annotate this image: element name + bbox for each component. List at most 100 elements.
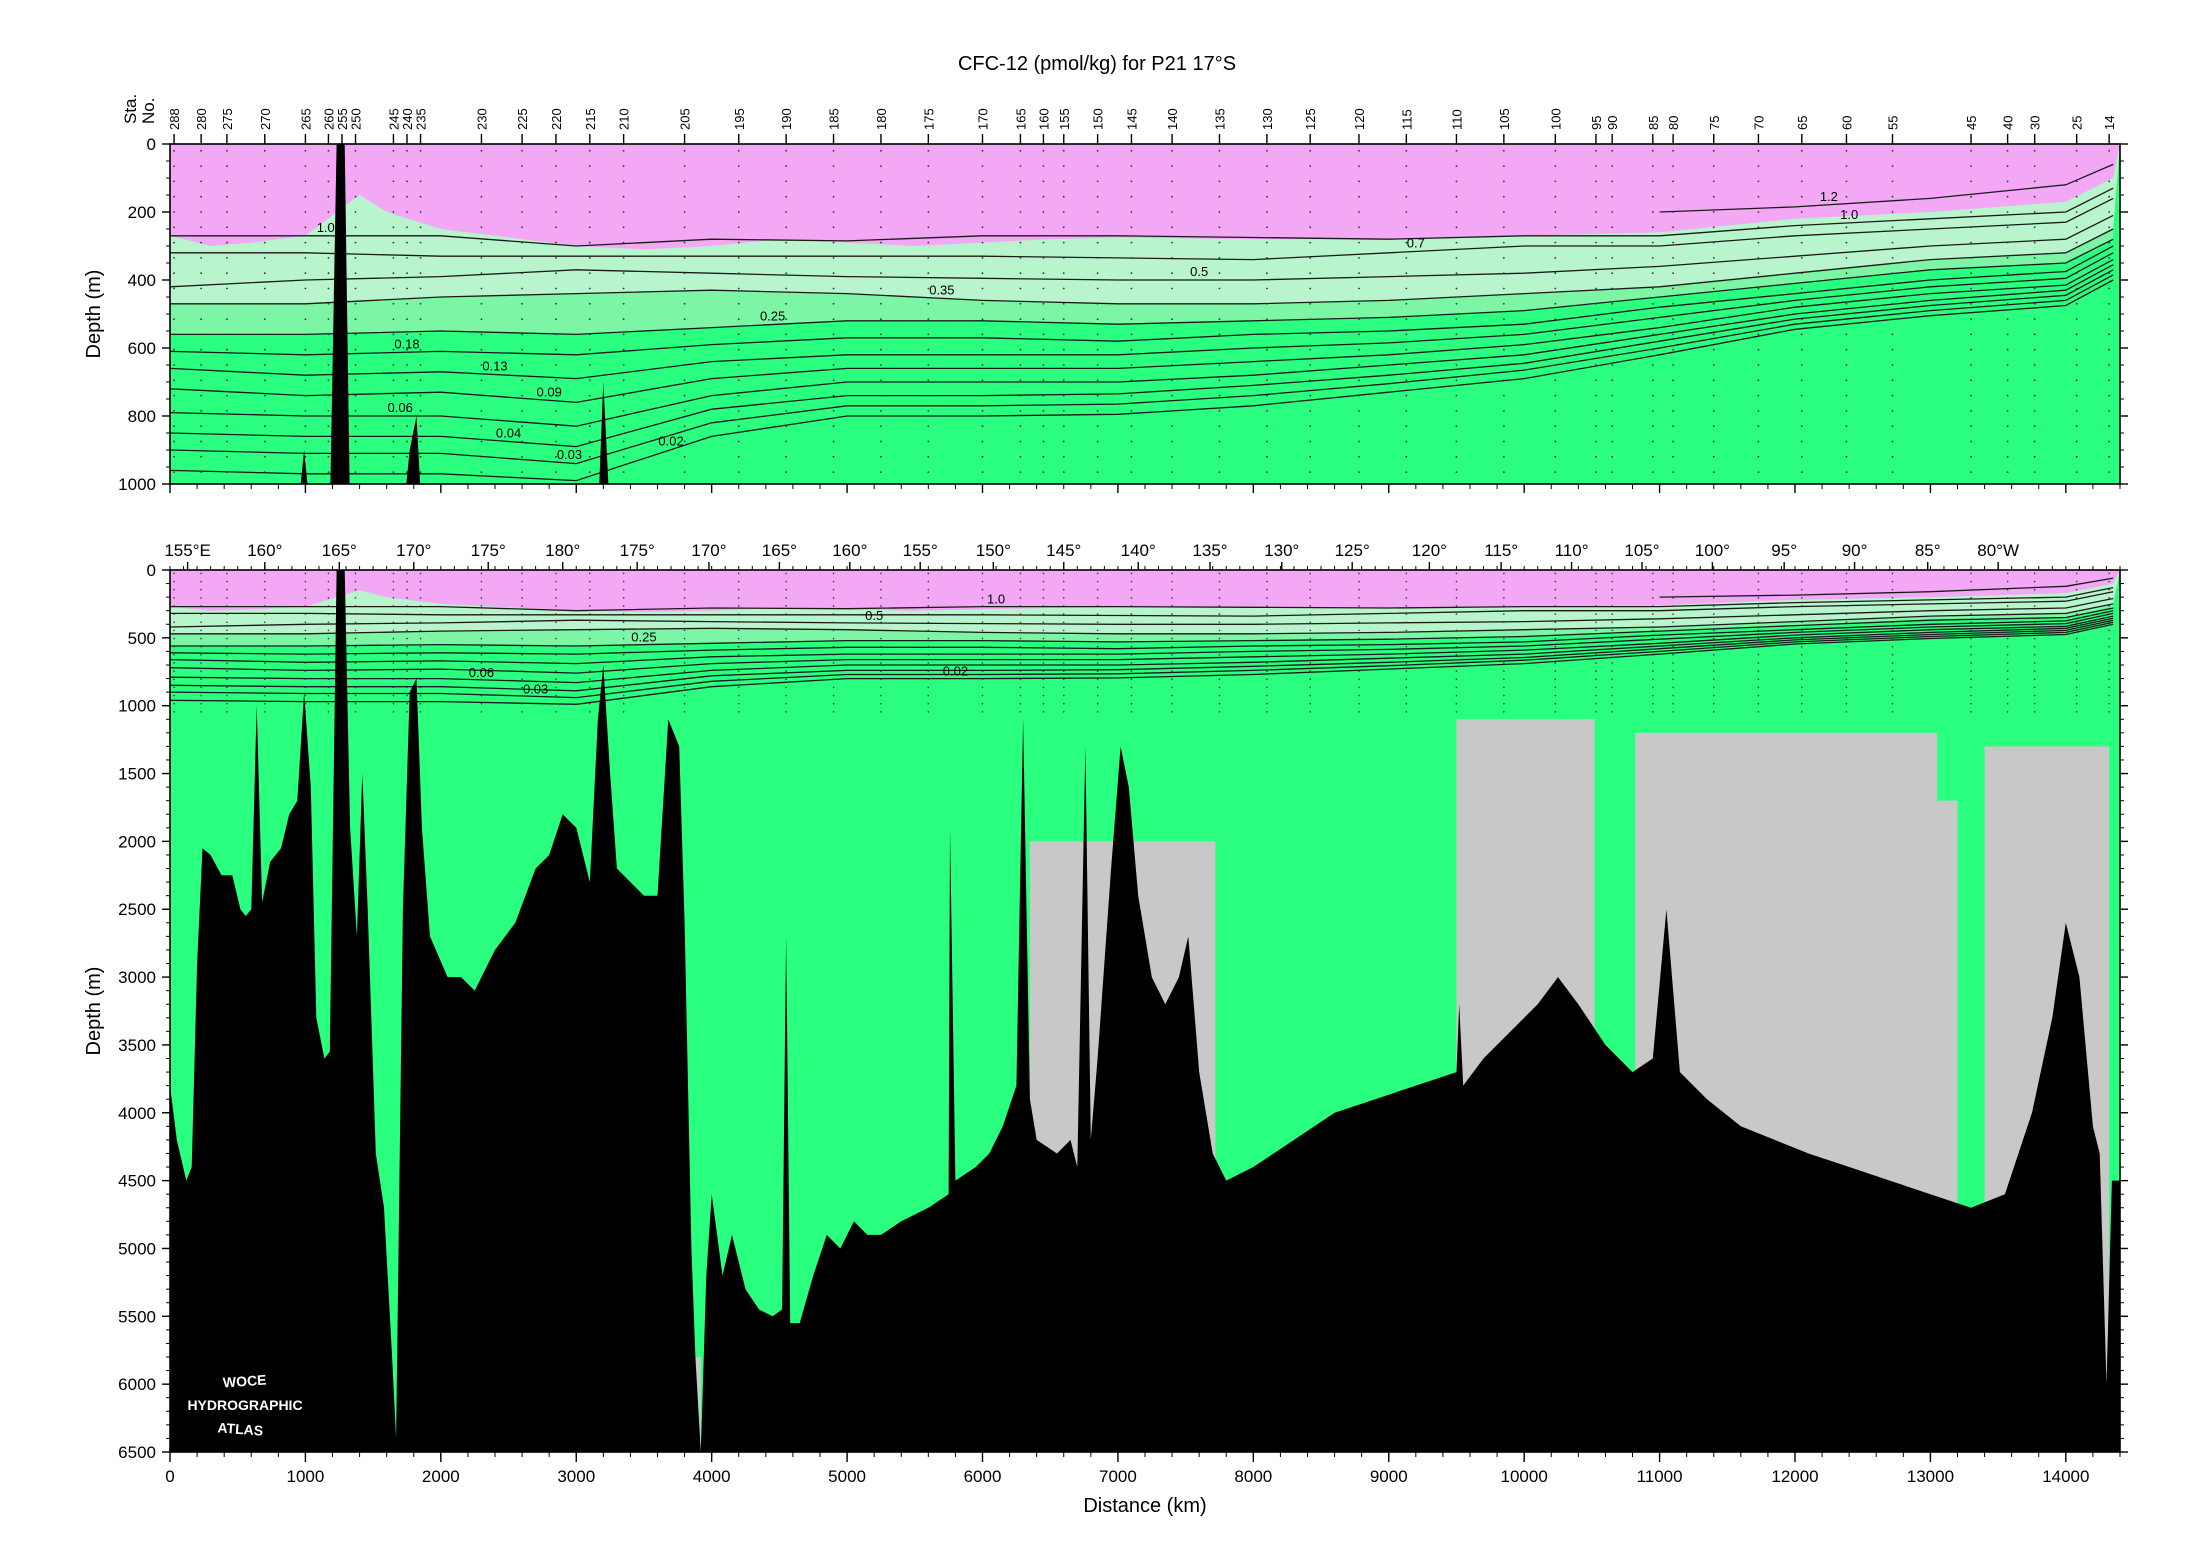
- sample-dot: [622, 694, 625, 697]
- sample-dot: [1405, 455, 1408, 458]
- sample-dot: [785, 637, 787, 640]
- sample-dot: [1800, 588, 1803, 591]
- sample-dot: [419, 440, 422, 443]
- sample-dot: [354, 654, 357, 656]
- magenta-surface-layer: [170, 144, 2120, 250]
- sample-dot: [1672, 180, 1675, 183]
- sample-dot: [327, 588, 330, 591]
- sample-dot: [785, 710, 787, 713]
- sample-dot: [1800, 333, 1803, 336]
- sample-dot: [1405, 613, 1408, 615]
- sample-dot: [263, 241, 266, 244]
- sample-dot: [1358, 686, 1360, 689]
- sample-dot: [392, 302, 395, 305]
- sample-dot: [1358, 180, 1360, 183]
- sample-dot: [1019, 364, 1022, 366]
- sample-dot: [1891, 702, 1894, 705]
- sample-dot: [588, 410, 591, 412]
- sample-dot: [2075, 394, 2078, 397]
- sample-dot: [1845, 637, 1848, 640]
- sample-dot: [2075, 694, 2078, 697]
- sample-dot: [832, 348, 835, 351]
- sample-dot: [1455, 394, 1458, 397]
- sample-dot: [683, 580, 686, 583]
- sample-dot: [226, 605, 228, 607]
- sample-dot: [1309, 621, 1312, 624]
- sample-dot: [354, 702, 357, 705]
- sample-dot: [1800, 226, 1803, 229]
- sample-dot: [1611, 645, 1613, 648]
- sample-dot: [200, 572, 202, 575]
- sample-dot: [1019, 621, 1022, 624]
- upper-contour-label: 0.35: [929, 282, 954, 297]
- sample-dot: [1757, 645, 1760, 648]
- sample-dot: [2033, 272, 2036, 275]
- sample-dot: [1554, 394, 1557, 397]
- sample-dot: [1712, 471, 1715, 473]
- sample-dot: [1309, 597, 1312, 599]
- sample-dot: [737, 572, 740, 575]
- upper-contour-label: 1.0: [1840, 207, 1858, 222]
- longitude-label: 125°: [1335, 541, 1370, 560]
- sample-dot: [1595, 272, 1597, 275]
- sample-dot: [2075, 637, 2078, 640]
- sample-dot: [1800, 440, 1803, 443]
- sample-dot: [555, 580, 557, 583]
- sample-dot: [354, 364, 357, 366]
- sample-dot: [2108, 455, 2111, 458]
- sample-dot: [1757, 379, 1760, 382]
- sample-dot: [419, 637, 422, 640]
- sample-dot: [880, 605, 882, 607]
- sample-dot: [1309, 302, 1312, 305]
- sample-dot: [1042, 348, 1045, 351]
- contour-line-0_13: [170, 252, 2114, 380]
- sample-dot: [927, 302, 930, 305]
- sample-dot: [1970, 333, 1972, 336]
- sample-dot: [1096, 686, 1099, 689]
- sample-dot: [419, 180, 422, 183]
- sample-dot: [1554, 348, 1557, 351]
- sample-dot: [1800, 621, 1803, 624]
- sample-dot: [1970, 597, 1972, 599]
- sample-dot: [1611, 613, 1613, 615]
- sample-dot: [1019, 180, 1022, 183]
- sample-dot: [1309, 605, 1312, 607]
- sample-dot: [1611, 597, 1613, 599]
- sample-dot: [832, 645, 835, 648]
- sample-dot: [327, 613, 330, 615]
- sample-dot: [1358, 241, 1360, 244]
- sample-dot: [327, 605, 330, 607]
- sample-dot: [1651, 379, 1654, 382]
- sample-dot: [1171, 241, 1173, 244]
- sample-dot: [2006, 348, 2009, 351]
- sample-dot: [1611, 149, 1614, 152]
- sample-dot: [1651, 440, 1654, 443]
- sample-dot: [200, 597, 202, 599]
- sample-dot: [226, 572, 228, 575]
- sample-dot: [1757, 637, 1760, 640]
- sample-dot: [480, 654, 483, 656]
- sample-dot: [1358, 597, 1360, 599]
- sample-dot: [1130, 471, 1133, 473]
- sample-dot: [622, 580, 625, 583]
- sample-dot: [1218, 588, 1221, 591]
- sample-dot: [1845, 670, 1848, 672]
- sample-dot: [1405, 686, 1408, 689]
- sample-dot: [737, 195, 740, 198]
- sample-dot: [1062, 211, 1065, 213]
- sample-dot: [927, 613, 930, 615]
- sample-dot: [1218, 572, 1221, 575]
- sample-dot: [1757, 455, 1760, 458]
- sample-dot: [1757, 597, 1760, 599]
- sample-dot: [354, 287, 357, 290]
- sample-dot: [521, 645, 523, 648]
- sample-dot: [981, 670, 984, 672]
- sample-dot: [588, 241, 591, 244]
- sample-dot: [1502, 394, 1505, 397]
- sample-dot: [1405, 241, 1408, 244]
- sample-dot: [1171, 597, 1173, 599]
- sample-dot: [1891, 287, 1894, 290]
- sample-dot: [555, 379, 557, 382]
- sample-dot: [981, 440, 984, 443]
- sample-dot: [480, 149, 483, 152]
